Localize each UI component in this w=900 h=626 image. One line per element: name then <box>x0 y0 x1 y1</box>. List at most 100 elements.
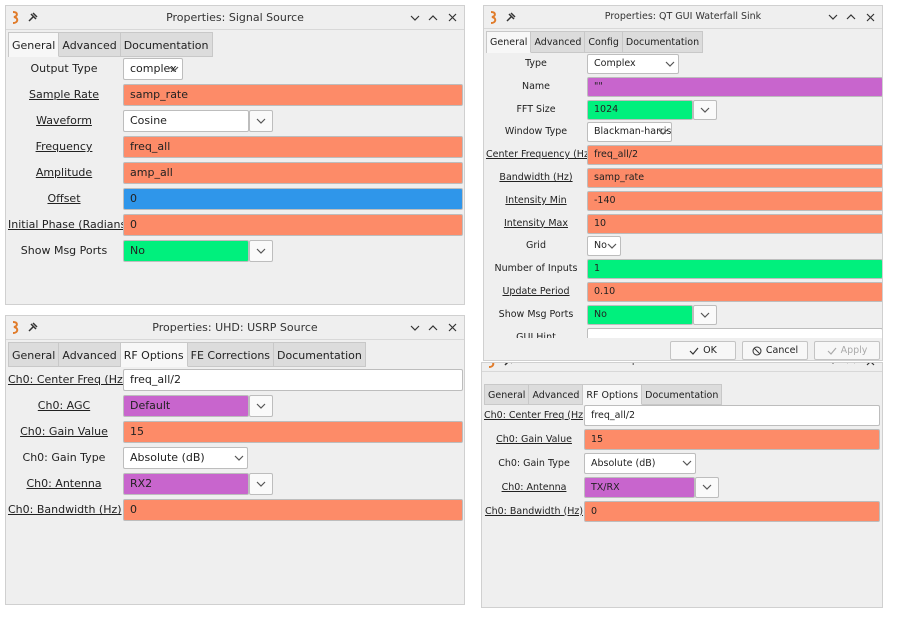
field-value[interactable]: samp_rate <box>587 168 882 188</box>
form-area: Ch0: Center Freq (Hz) freq_all/2 Ch0: AGC D… <box>6 316 464 604</box>
field-text: No <box>594 240 607 252</box>
field-value[interactable]: amp_all <box>123 162 463 184</box>
field-label: Ch0: Gain Value <box>496 433 572 445</box>
field-value[interactable]: No <box>587 304 693 325</box>
dialog-button[interactable]: Cancel <box>742 341 808 360</box>
field-value[interactable]: freq_all/2 <box>123 369 463 391</box>
dialog-title: Properties: UHD: USRP Sink <box>617 363 747 366</box>
field-text: samp_rate <box>594 172 645 183</box>
tab[interactable]: Advanced <box>59 342 121 367</box>
chevron-icon <box>428 14 438 20</box>
field-label: Ch0: Gain Type <box>498 457 570 469</box>
field-value[interactable]: Complex <box>587 54 679 74</box>
field-label: Ch0: Bandwidth (Hz) <box>8 503 122 516</box>
field-text: 0 <box>130 218 137 231</box>
app-icon <box>12 11 19 24</box>
field-label: Ch0: Center Freq (Hz) <box>484 409 587 421</box>
tab[interactable]: General <box>487 31 532 53</box>
field-value[interactable]: TX/RX <box>584 476 695 498</box>
chevron-icon <box>607 243 617 250</box>
field-text: samp_rate <box>130 88 189 101</box>
field-value[interactable]: RX2 <box>123 473 249 495</box>
tab[interactable]: Documentation <box>120 32 213 57</box>
field-text: Complex <box>594 58 636 69</box>
field-value[interactable]: freq_all <box>123 136 463 158</box>
field-value[interactable]: "" <box>587 76 882 97</box>
tab[interactable]: FE Corrections <box>187 342 275 367</box>
field-value[interactable]: freq_all/2 <box>587 145 882 166</box>
field-text: 1024 <box>594 103 619 115</box>
chevron-icon <box>846 14 856 20</box>
dropdown-button[interactable] <box>693 304 717 325</box>
field-value[interactable]: No <box>587 236 621 257</box>
field-label: Sample Rate <box>29 88 99 101</box>
dialog-button[interactable]: OK <box>670 341 736 360</box>
field-text: Absolute (dB) <box>591 457 656 469</box>
field-label: Ch0: Antenna <box>26 477 102 490</box>
dropdown-button[interactable] <box>695 476 719 498</box>
button-icon <box>752 346 762 355</box>
dropdown-button[interactable] <box>249 473 273 495</box>
tab[interactable]: Advanced <box>59 32 121 57</box>
dropdown-button[interactable] <box>249 110 273 132</box>
field-label: Number of Inputs <box>494 263 578 275</box>
tab[interactable]: Advanced <box>529 384 584 405</box>
tab[interactable]: Advanced <box>531 31 586 53</box>
field-label: Type <box>525 58 547 69</box>
field-value[interactable]: 0 <box>123 188 463 210</box>
app-icon <box>488 363 495 368</box>
chevron-icon <box>410 325 420 331</box>
field-value[interactable] <box>587 327 882 338</box>
field-label: Offset <box>47 192 81 205</box>
title-bar: Properties: QT GUI Waterfall Sink <box>484 6 882 29</box>
title-bar: Properties: UHD: USRP Source <box>6 316 464 340</box>
app-icon <box>12 321 19 334</box>
field-value[interactable]: 0 <box>123 499 463 521</box>
field-value[interactable]: 10 <box>587 213 882 234</box>
field-label: Bandwidth (Hz) <box>499 172 573 183</box>
field-value[interactable]: 0.10 <box>587 282 882 302</box>
dropdown-button[interactable] <box>693 99 717 120</box>
chevron-icon <box>682 460 692 466</box>
chevron-icon <box>256 118 266 124</box>
dialog: Properties: QT GUI Waterfall Sink General… <box>483 5 883 361</box>
field-value[interactable]: Blackman-harris <box>587 122 672 143</box>
tab[interactable]: General <box>9 32 60 57</box>
tab-bar: General Advanced RF Options Documentation <box>484 384 723 405</box>
dropdown-button[interactable] <box>249 240 273 262</box>
field-text: freq_all/2 <box>130 373 181 386</box>
field-value[interactable]: Absolute (dB) <box>584 452 696 474</box>
field-value[interactable]: 15 <box>584 428 880 450</box>
tab-bar: General Advanced Config Documentation <box>486 31 704 53</box>
tab[interactable]: Documentation <box>622 31 704 53</box>
field-value[interactable]: 1 <box>587 259 882 280</box>
title-bar: Properties: UHD: USRP Sink <box>482 363 882 372</box>
field-value[interactable]: 0 <box>123 214 463 236</box>
field-value[interactable]: 15 <box>123 421 463 443</box>
field-label: Ch0: Center Freq (Hz) <box>8 373 128 386</box>
field-text: freq_all <box>130 140 171 153</box>
button-label: Apply <box>840 345 868 356</box>
field-value[interactable]: -140 <box>587 190 882 211</box>
field-value[interactable]: freq_all/2 <box>584 404 880 426</box>
field-value[interactable]: samp_rate <box>123 84 463 106</box>
field-value[interactable]: complex <box>123 58 183 80</box>
chevron-icon <box>169 66 179 72</box>
field-value[interactable]: No <box>123 240 249 262</box>
tab[interactable]: RF Options <box>120 342 188 367</box>
field-text: Default <box>130 399 171 412</box>
field-value[interactable]: 1024 <box>587 99 693 120</box>
field-value[interactable]: Cosine <box>123 110 249 132</box>
field-value[interactable]: Default <box>123 395 249 417</box>
tab[interactable]: General <box>9 342 60 367</box>
field-value[interactable]: 0 <box>584 500 880 522</box>
field-value[interactable]: Absolute (dB) <box>123 447 248 469</box>
tab[interactable]: General <box>485 384 530 405</box>
tab[interactable]: Config <box>585 31 623 53</box>
field-label: Waveform <box>36 114 92 127</box>
dropdown-button[interactable] <box>249 395 273 417</box>
field-text: 0.10 <box>594 286 616 297</box>
tab[interactable]: Documentation <box>274 342 366 367</box>
field-label: Initial Phase (Radians) <box>8 218 131 231</box>
chevron-icon <box>700 312 710 318</box>
